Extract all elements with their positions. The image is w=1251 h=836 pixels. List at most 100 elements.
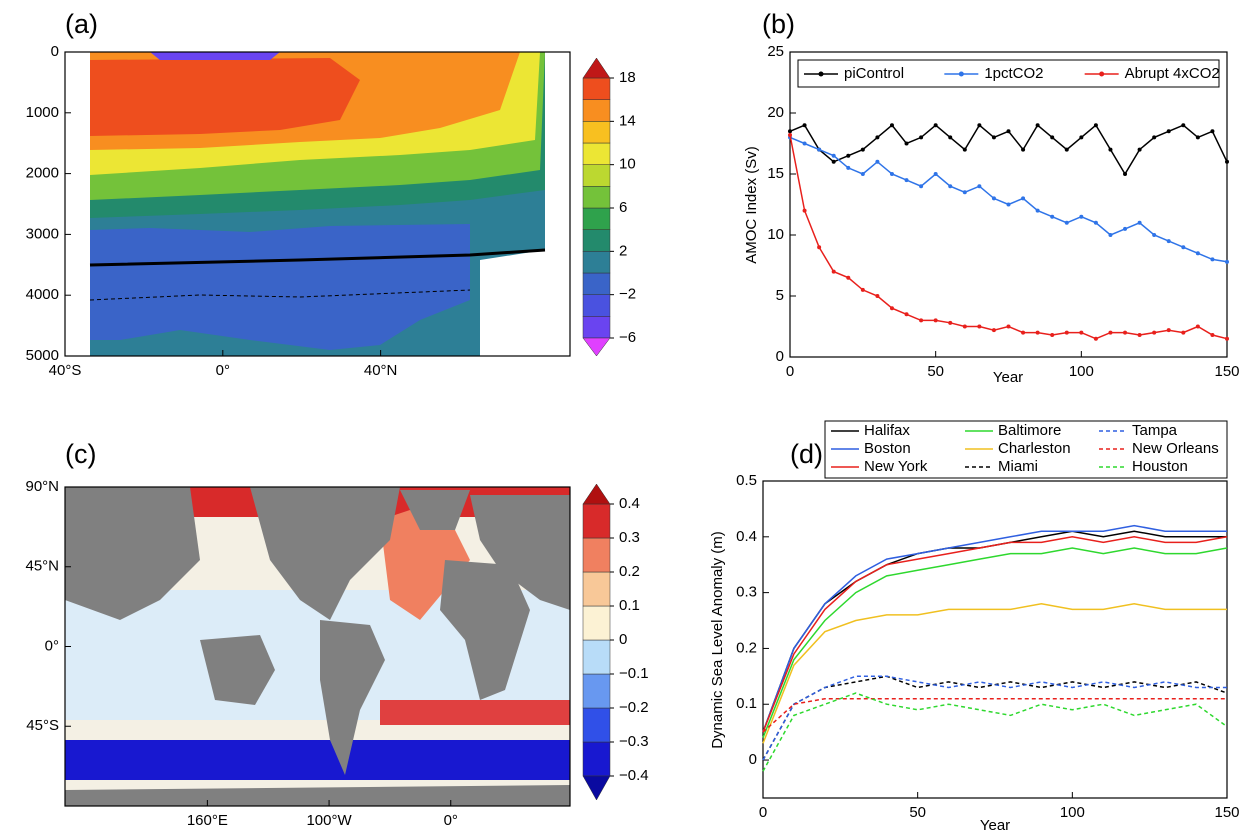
y-tick-label: 4000 — [26, 286, 59, 303]
x-tick-label: 100°W — [306, 812, 352, 829]
series-marker — [1064, 147, 1069, 152]
series-line — [762, 530, 1227, 733]
series-marker — [1181, 330, 1186, 335]
legend-marker — [818, 71, 824, 77]
y-tick-label: 90°N — [25, 478, 59, 495]
series-marker — [875, 159, 880, 164]
series-marker — [1064, 330, 1069, 335]
y-tick-label: 0.1 — [736, 695, 757, 712]
colorbar-band — [582, 741, 611, 777]
series-marker — [1079, 135, 1084, 140]
colorbar-tick-label: 0.1 — [619, 597, 640, 614]
series-marker — [1195, 324, 1200, 329]
series-marker — [1195, 135, 1200, 140]
series-marker — [802, 208, 807, 213]
colorbar-tick-label: −0.3 — [619, 733, 649, 750]
x-tick-label: 0° — [216, 362, 230, 379]
series-marker — [1123, 226, 1128, 231]
series-marker — [948, 135, 953, 140]
series-marker — [1079, 214, 1084, 219]
series-marker — [1035, 208, 1040, 213]
series-marker — [977, 184, 982, 189]
legend-marker — [958, 71, 964, 77]
series-marker — [1166, 328, 1171, 333]
y-tick-label: 1000 — [26, 104, 59, 121]
colorbar-band — [582, 316, 611, 339]
series-marker — [1006, 324, 1011, 329]
series-marker — [933, 318, 938, 323]
series-line — [762, 524, 1227, 733]
series-marker — [1064, 220, 1069, 225]
colorbar-band — [582, 207, 611, 230]
series-marker — [1152, 233, 1157, 237]
map-fill — [65, 487, 570, 806]
legend-label: piControl — [844, 65, 904, 82]
series-marker — [1050, 333, 1055, 338]
legend-label: Boston — [864, 440, 911, 457]
legend-label: New York — [864, 458, 928, 475]
y-tick-label: 0.3 — [736, 584, 757, 601]
series-marker — [1006, 202, 1011, 207]
y-tick-label: 0 — [776, 348, 784, 365]
colorbar-tick-label: 2 — [619, 242, 627, 259]
series-marker — [1166, 129, 1171, 134]
y-axis-label: AMOC Index (Sv) — [743, 146, 760, 264]
colorbar-band — [582, 673, 611, 709]
series-marker — [860, 287, 865, 292]
legend-label: Charleston — [998, 440, 1071, 457]
colorbar-tick-label: 0.3 — [619, 529, 640, 546]
series-marker — [919, 135, 924, 140]
series-marker — [889, 123, 894, 128]
series-marker — [948, 184, 953, 189]
series-marker — [1210, 333, 1215, 338]
panel-label: (c) — [65, 439, 96, 469]
series-marker — [933, 172, 938, 176]
x-tick-label: 40°S — [49, 362, 82, 379]
colorbar-tick-label: −0.4 — [619, 767, 649, 784]
contour-fill — [89, 52, 546, 356]
y-tick-label: 0° — [45, 637, 59, 654]
x-tick-label: 40°N — [364, 362, 398, 379]
y-tick-label: 25 — [767, 43, 784, 60]
x-tick-label: 50 — [909, 804, 926, 821]
series-marker — [802, 141, 807, 146]
series-marker — [1006, 129, 1011, 134]
series-marker — [1181, 245, 1186, 250]
colorbar-tick-label: 0.4 — [619, 495, 640, 512]
series-marker — [817, 245, 822, 250]
colorbar-band — [582, 164, 611, 187]
series-marker — [1166, 239, 1171, 244]
legend-label: Tampa — [1132, 422, 1178, 439]
series-marker — [860, 147, 865, 152]
panel-label: (d) — [790, 439, 823, 469]
colorbar-band — [582, 186, 611, 209]
series-marker — [991, 196, 996, 201]
series-marker — [1225, 259, 1229, 264]
series-marker — [1093, 220, 1098, 225]
legend-box — [797, 59, 1220, 88]
series-marker — [788, 129, 792, 134]
y-tick-label: 45°N — [25, 558, 59, 575]
series-marker — [1021, 196, 1026, 201]
series-marker — [919, 318, 924, 323]
colorbar-band — [582, 142, 611, 165]
series-marker — [1123, 172, 1128, 176]
series-marker — [875, 294, 880, 298]
series-marker — [1210, 257, 1215, 262]
series-marker — [904, 312, 909, 317]
series-marker — [1108, 330, 1113, 335]
plot-frame — [762, 480, 1228, 799]
series-marker — [860, 172, 865, 176]
y-tick-label: 0.5 — [736, 472, 757, 489]
colorbar-tick-label: −2 — [619, 286, 636, 303]
series-marker — [1137, 333, 1142, 338]
series-marker — [1195, 251, 1200, 256]
series-marker — [1050, 135, 1055, 140]
colorbar-band — [582, 272, 611, 295]
colorbar-band — [582, 503, 611, 539]
colorbar-band — [582, 121, 611, 144]
y-tick-label: 45°S — [26, 717, 59, 734]
series-marker — [904, 141, 909, 146]
series-line — [762, 603, 1227, 744]
colorbar-band — [582, 605, 611, 641]
